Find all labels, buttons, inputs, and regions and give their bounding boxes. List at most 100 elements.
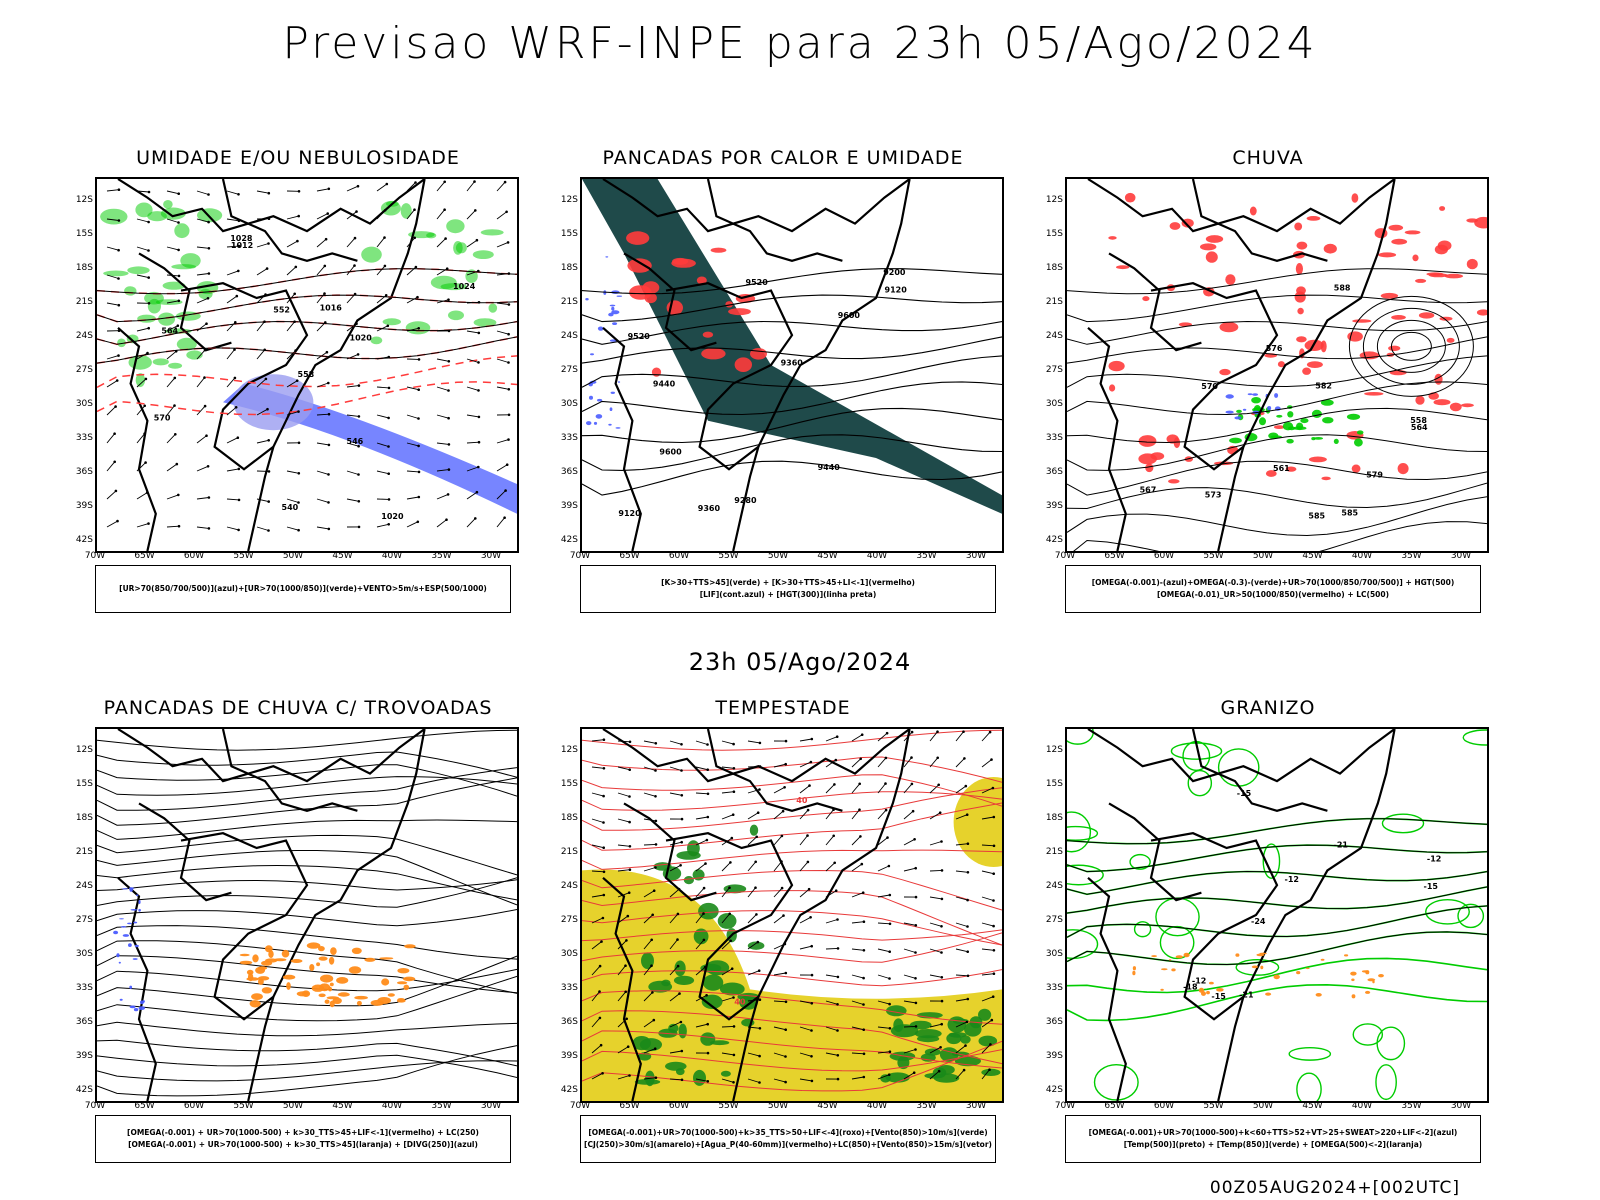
wind-vector <box>136 433 145 444</box>
divergence-blue <box>130 909 138 911</box>
lat-label: 18S <box>75 263 93 273</box>
wind-vector-head <box>676 964 680 968</box>
orange-thunder-area <box>251 993 263 1000</box>
wind-vector <box>286 293 296 304</box>
wind-vector <box>747 887 756 898</box>
wind-vector-head <box>732 790 736 793</box>
orange-thunder-area <box>336 977 349 984</box>
wind-vector-head <box>114 489 118 493</box>
wind-vector <box>406 386 419 391</box>
omega-red-area <box>1439 206 1446 211</box>
wind-vector-head <box>706 768 709 771</box>
wind-vector <box>376 442 389 447</box>
wind-vector-head <box>914 977 917 980</box>
wind-vector-head <box>832 834 835 838</box>
map-canvas: 40 40 <box>582 729 1002 1101</box>
wind-vector <box>773 1078 786 1083</box>
legend-chuva: [OMEGA(-0.001)-(azul)+OMEGA(-0.3)-(verde… <box>1065 565 1481 613</box>
wind-vector <box>903 810 914 820</box>
lat-label: 42S <box>75 535 93 545</box>
wind-vector-head <box>387 472 391 476</box>
border-line-5 <box>623 252 717 352</box>
omega-red-area <box>1434 244 1448 255</box>
wind-vector-head <box>990 1018 994 1022</box>
orange-thunder-area <box>296 991 309 997</box>
humidity-green-patch <box>152 358 169 366</box>
wind-vector <box>226 218 239 222</box>
wind-vector-head <box>940 976 944 979</box>
wind-vector-head <box>810 1079 814 1083</box>
contour-label: 585 <box>1308 511 1325 520</box>
wind-vector <box>929 841 942 846</box>
wind-vector-head <box>206 297 210 300</box>
wind-vector-head <box>652 1018 656 1022</box>
streamline <box>97 975 517 1022</box>
wind-vector-head <box>598 1016 602 1020</box>
wind-vector-head <box>297 214 300 218</box>
wind-vector-head <box>205 322 208 325</box>
omega-red-area <box>1364 392 1384 396</box>
lif-blue-contour <box>612 322 618 325</box>
contour-label: 564 <box>161 326 178 335</box>
contour-label: 9200 <box>883 268 906 277</box>
wind-vector <box>643 914 654 924</box>
wind-vector <box>825 784 835 794</box>
wind-vector <box>617 818 630 823</box>
wind-vector-head <box>755 835 758 839</box>
wind-vector-head <box>680 1049 684 1053</box>
wind-green-area <box>981 1068 1001 1076</box>
lat-label: 36S <box>75 467 93 477</box>
wind-vector-head <box>914 1025 918 1028</box>
wind-vector-head <box>147 326 150 330</box>
omega-orange-area <box>1315 993 1322 997</box>
divergence-blue <box>129 887 134 890</box>
wind-vector <box>825 835 835 846</box>
lon-label: 35W <box>431 551 452 561</box>
wind-vector <box>799 888 810 898</box>
border-line-1 <box>1217 729 1396 1101</box>
wind-vector <box>981 1019 993 1028</box>
li-red-zone <box>627 258 652 273</box>
wind-vector-head <box>503 516 506 519</box>
red-streamline <box>582 1010 1002 1065</box>
wind-vector-head <box>940 869 944 872</box>
wind-vector <box>955 948 968 953</box>
wind-vector <box>256 243 269 248</box>
wind-vector <box>799 945 812 950</box>
omega-orange-area <box>1365 990 1371 994</box>
contour-label: 9280 <box>734 496 757 505</box>
omega-green-area <box>1320 399 1334 406</box>
lon-label: 35W <box>916 1101 937 1111</box>
wind-vector-head <box>988 730 992 734</box>
border-line-4 <box>706 729 843 812</box>
wind-vector <box>166 274 180 277</box>
lon-label: 40W <box>1351 1101 1373 1111</box>
isoline <box>1067 355 1487 388</box>
lat-label: 18S <box>560 813 578 823</box>
wind-vector <box>226 321 236 332</box>
omega-blue-area <box>1252 393 1258 396</box>
wind-vector <box>591 1017 601 1028</box>
wind-vector <box>376 470 389 475</box>
wind-vector-head <box>757 969 761 972</box>
wind-vector-head <box>964 1044 967 1047</box>
divergence-blue <box>128 943 132 947</box>
wind-vector-head <box>474 209 477 212</box>
wind-vector-head <box>782 914 785 917</box>
humidity-green-patch <box>430 275 457 290</box>
wind-vector-head <box>810 1055 813 1058</box>
wind-vector <box>256 439 269 444</box>
contour-label: 564 <box>1411 423 1428 432</box>
wind-vector-head <box>324 237 328 241</box>
wind-vector <box>721 814 734 820</box>
wind-vector-head <box>836 1054 840 1057</box>
isoline <box>97 336 517 364</box>
lat-label: 12S <box>560 195 578 205</box>
red-streamline <box>582 787 1002 831</box>
wind-vector-head <box>628 795 631 798</box>
wind-vector <box>286 266 297 276</box>
wind-vector <box>773 835 783 846</box>
lat-label: 18S <box>1045 263 1063 273</box>
wind-vector <box>496 181 506 192</box>
wind-vector <box>617 766 630 771</box>
